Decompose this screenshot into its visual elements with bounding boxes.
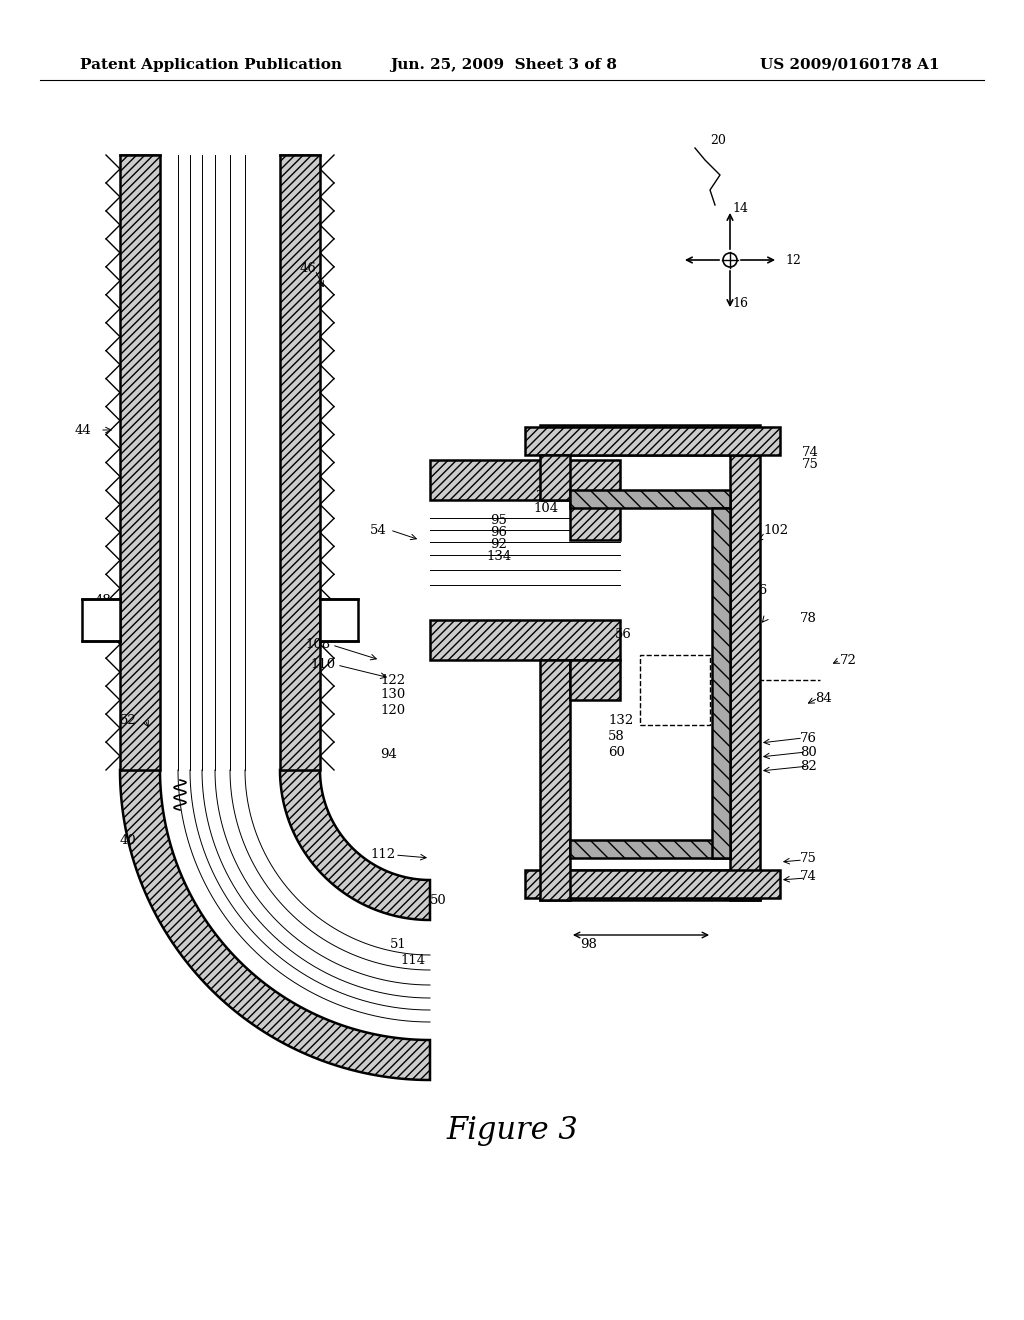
Bar	[82, 599, 120, 642]
Text: 50: 50	[430, 894, 446, 907]
Bar	[570, 490, 730, 508]
Text: 42: 42	[740, 565, 757, 578]
Text: 102: 102	[763, 524, 788, 536]
Text: 52: 52	[120, 714, 137, 726]
Text: 14: 14	[732, 202, 748, 215]
Bar	[525, 426, 780, 455]
Text: 72: 72	[840, 653, 857, 667]
Bar	[570, 660, 620, 700]
Bar	[319, 599, 358, 642]
Text: 51: 51	[390, 939, 407, 952]
Bar	[82, 599, 120, 642]
Text: 122: 122	[380, 673, 406, 686]
Text: 120: 120	[380, 704, 406, 717]
Text: 74: 74	[802, 446, 819, 458]
Bar	[280, 154, 319, 770]
Bar	[540, 455, 570, 500]
Text: 16: 16	[732, 297, 748, 310]
Text: Figure 3: Figure 3	[446, 1114, 578, 1146]
Text: 114: 114	[400, 953, 425, 966]
Bar	[640, 655, 710, 725]
Text: 40: 40	[120, 833, 137, 846]
Text: 58: 58	[608, 730, 625, 742]
Text: 92: 92	[490, 539, 507, 552]
Text: 44: 44	[75, 424, 92, 437]
Text: 78: 78	[800, 611, 817, 624]
Text: 46: 46	[300, 261, 316, 275]
Text: 95: 95	[490, 513, 507, 527]
Text: 82: 82	[800, 759, 817, 772]
Bar	[430, 459, 620, 500]
Bar	[570, 840, 730, 858]
Bar	[712, 508, 730, 858]
Text: US 2009/0160178 A1: US 2009/0160178 A1	[760, 58, 940, 73]
Bar	[120, 154, 160, 770]
Text: 130: 130	[380, 689, 406, 701]
Bar	[430, 620, 620, 660]
Text: 110: 110	[310, 659, 335, 672]
Bar	[730, 455, 760, 900]
Text: 48: 48	[95, 594, 112, 606]
Bar	[540, 425, 760, 455]
Bar	[525, 870, 780, 898]
Text: 54: 54	[370, 524, 387, 536]
Text: 60: 60	[608, 746, 625, 759]
Text: 75: 75	[802, 458, 819, 470]
Text: 104: 104	[534, 502, 558, 515]
Text: 56: 56	[615, 628, 632, 642]
Text: 20: 20	[710, 133, 726, 147]
Text: 70: 70	[536, 490, 553, 503]
Text: 108: 108	[305, 639, 330, 652]
Text: 75: 75	[800, 851, 817, 865]
Text: 12: 12	[785, 253, 801, 267]
Text: Jun. 25, 2009  Sheet 3 of 8: Jun. 25, 2009 Sheet 3 of 8	[390, 58, 617, 73]
Text: Patent Application Publication: Patent Application Publication	[80, 58, 342, 73]
Text: 76: 76	[800, 731, 817, 744]
Text: 112: 112	[370, 849, 395, 862]
Text: 106: 106	[742, 583, 767, 597]
Text: 134: 134	[486, 550, 511, 564]
Bar	[570, 500, 620, 540]
Text: 132: 132	[608, 714, 633, 726]
Text: 100: 100	[536, 478, 561, 491]
Text: 96: 96	[490, 527, 507, 540]
Text: 94: 94	[380, 748, 397, 762]
Bar	[540, 660, 570, 900]
Bar	[319, 599, 358, 642]
Polygon shape	[120, 770, 430, 1080]
Text: 74: 74	[800, 870, 817, 883]
Text: 80: 80	[800, 746, 817, 759]
Text: 98: 98	[580, 939, 597, 952]
Bar	[540, 870, 760, 900]
Text: 84: 84	[815, 692, 831, 705]
Polygon shape	[280, 770, 430, 920]
